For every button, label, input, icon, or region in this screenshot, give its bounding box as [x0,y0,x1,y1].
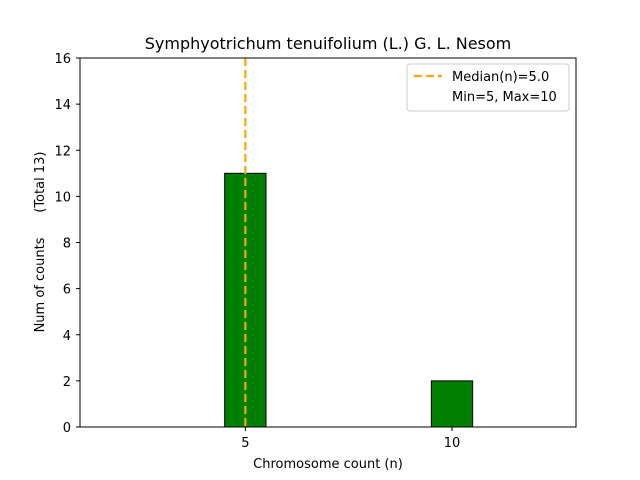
y-axis-label: Num of counts (Total 13) [33,152,48,333]
legend-box [406,63,570,112]
y-tick-label: 2 [63,375,71,390]
legend-entry-minmax: Min=5, Max=10 [452,90,557,105]
legend-entry-median: Median(n)=5.0 [452,70,549,85]
y-tick-label: 16 [54,52,71,67]
plot-frame [79,57,577,428]
x-tick-label: 10 [444,436,461,451]
x-axis: 5 10 [241,427,460,451]
y-tick-label: 14 [54,98,71,113]
y-axis: 0 2 4 6 8 10 12 14 16 [54,52,80,436]
chart-title: Symphyotrichum tenuifolium (L.) G. L. Ne… [145,34,512,53]
x-axis-label: Chromosome count (n) [253,457,403,472]
x-tick-label: 5 [241,436,249,451]
y-tick-label: 6 [63,283,71,298]
y-tick-label: 10 [54,190,71,205]
bar-10 [430,380,474,428]
y-tick-label: 8 [63,237,71,252]
y-tick-label: 4 [63,329,71,344]
y-tick-label: 12 [54,144,71,159]
y-tick-label: 0 [63,421,71,436]
bars-group [224,172,474,428]
legend: Median(n)=5.0 Min=5, Max=10 [406,63,570,112]
